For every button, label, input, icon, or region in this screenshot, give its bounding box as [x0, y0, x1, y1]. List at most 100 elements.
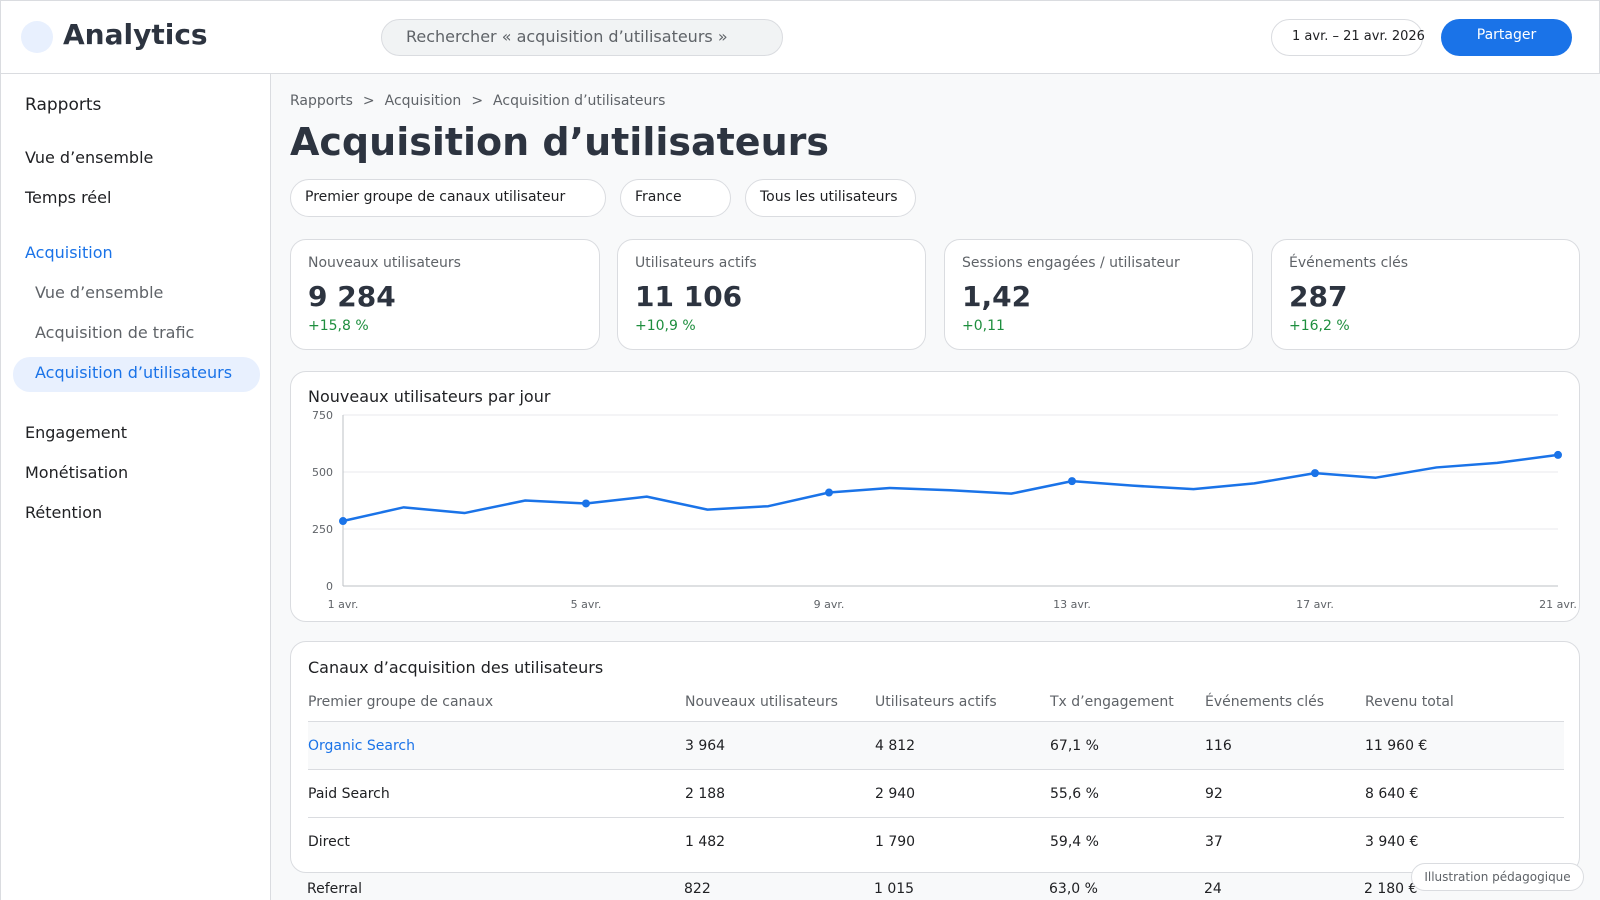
- sidebar-item-overview[interactable]: Vue d’ensemble: [25, 148, 154, 167]
- data-point: [1554, 450, 1562, 459]
- x-tick-label: 5 avr.: [571, 598, 602, 611]
- y-tick-label: 750: [312, 409, 333, 422]
- filter-channel-group[interactable]: Premier groupe de canaux utilisateur: [290, 179, 606, 217]
- header-divider: [308, 721, 1564, 722]
- kpi-delta: +15,8 %: [308, 318, 369, 334]
- x-tick-label: 13 avr.: [1053, 598, 1091, 611]
- column-header[interactable]: Premier groupe de canaux: [308, 694, 494, 710]
- column-header[interactable]: Nouveaux utilisateurs: [685, 694, 838, 710]
- table-cell: 11 960 €: [1365, 738, 1428, 754]
- table-cell: 2 188: [685, 786, 726, 802]
- kpi-card-new-users[interactable]: Nouveaux utilisateurs 9 284 +15,8 %: [290, 239, 600, 350]
- table-cell: 3 940 €: [1365, 834, 1419, 850]
- sidebar-item-realtime[interactable]: Temps réel: [25, 188, 112, 207]
- sidebar-subitem-traffic-acquisition[interactable]: Acquisition de trafic: [35, 323, 195, 342]
- table-cell-channel[interactable]: Direct: [308, 834, 350, 850]
- table-title: Canaux d’acquisition des utilisateurs: [308, 658, 604, 677]
- table-cell-channel[interactable]: Paid Search: [308, 786, 390, 802]
- kpi-value: 287: [1289, 280, 1348, 313]
- illustration-note-badge: Illustration pédagogique: [1411, 863, 1584, 891]
- sidebar-selected-highlight: [13, 357, 260, 392]
- breadcrumb-separator: >: [471, 93, 484, 109]
- y-tick-label: 500: [312, 466, 333, 479]
- search-input[interactable]: Rechercher « acquisition d’utilisateurs …: [381, 19, 783, 56]
- table-cell: 24: [1204, 881, 1222, 897]
- x-tick-label: 9 avr.: [814, 598, 845, 611]
- kpi-card-engaged-sessions[interactable]: Sessions engagées / utilisateur 1,42 +0,…: [944, 239, 1253, 350]
- kpi-label: Utilisateurs actifs: [635, 255, 757, 271]
- kpi-label: Événements clés: [1289, 255, 1409, 271]
- data-point: [825, 488, 833, 497]
- data-point: [582, 499, 590, 508]
- filter-country[interactable]: France: [620, 179, 731, 217]
- x-tick-label: 17 avr.: [1296, 598, 1334, 611]
- sidebar: Rapports Vue d’ensemble Temps réel Acqui…: [0, 74, 271, 900]
- column-header[interactable]: Revenu total: [1365, 694, 1454, 710]
- sidebar-item-retention[interactable]: Rétention: [25, 503, 103, 522]
- kpi-delta: +0,11: [962, 318, 1005, 334]
- data-point: [1311, 469, 1319, 478]
- channels-table-card: Canaux d’acquisition des utilisateurs Pr…: [290, 641, 1580, 873]
- table-cell: 1 790: [875, 834, 916, 850]
- kpi-delta: +10,9 %: [635, 318, 696, 334]
- date-range-picker[interactable]: 1 avr. – 21 avr. 2026: [1271, 19, 1425, 56]
- y-tick-label: 0: [326, 580, 333, 593]
- kpi-label: Nouveaux utilisateurs: [308, 255, 461, 271]
- breadcrumb-item[interactable]: Rapports: [290, 93, 353, 109]
- breadcrumb-separator: >: [362, 93, 375, 109]
- column-header[interactable]: Tx d’engagement: [1050, 694, 1174, 710]
- row-divider: [308, 769, 1564, 770]
- table-cell: 116: [1205, 738, 1232, 754]
- table-cell-channel[interactable]: Organic Search: [308, 738, 416, 754]
- column-header[interactable]: Événements clés: [1205, 694, 1325, 710]
- table-cell: 822: [684, 881, 711, 897]
- analytics-logo-icon: [21, 21, 53, 53]
- x-tick-label: 1 avr.: [328, 598, 359, 611]
- series-line: [342, 453, 1559, 523]
- kpi-value: 11 106: [635, 280, 743, 313]
- kpi-value: 1,42: [962, 280, 1032, 313]
- table-cell: 2 940: [875, 786, 916, 802]
- sidebar-heading-rapports: Rapports: [25, 95, 102, 115]
- page-title: Acquisition d’utilisateurs: [290, 120, 829, 164]
- line-chart: 0 250 500 750 1 avr. 5 avr. 9 avr. 13 avr. 17 av…: [312, 409, 1577, 611]
- table-cell: 37: [1205, 834, 1223, 850]
- sidebar-item-monetisation[interactable]: Monétisation: [25, 463, 129, 482]
- sidebar-subitem-user-acquisition[interactable]: Acquisition d’utilisateurs: [35, 363, 233, 382]
- breadcrumb: Rapports > Acquisition > Acquisition d’utili…: [290, 93, 665, 109]
- table-cell: 63,0 %: [1049, 881, 1098, 897]
- y-tick-label: 250: [312, 523, 333, 536]
- table-cell: 2 180 €: [1364, 881, 1418, 897]
- share-button[interactable]: Partager: [1441, 19, 1572, 56]
- table-row-highlight: [308, 722, 1564, 769]
- sidebar-item-acquisition[interactable]: Acquisition: [25, 243, 113, 262]
- data-point: [339, 517, 347, 526]
- kpi-card-key-events[interactable]: Événements clés 287 +16,2 %: [1271, 239, 1580, 350]
- table-cell-channel[interactable]: Referral: [307, 881, 362, 897]
- row-divider: [308, 817, 1564, 818]
- sidebar-item-engagement[interactable]: Engagement: [25, 423, 128, 442]
- app-title: Analytics: [63, 18, 208, 51]
- kpi-value: 9 284: [308, 280, 396, 313]
- filter-audience[interactable]: Tous les utilisateurs: [745, 179, 916, 217]
- table-cell: 55,6 %: [1050, 786, 1099, 802]
- breadcrumb-item[interactable]: Acquisition: [384, 93, 462, 109]
- breadcrumb-current: Acquisition d’utilisateurs: [493, 93, 666, 109]
- sidebar-subitem-acquisition-overview[interactable]: Vue d’ensemble: [35, 283, 164, 302]
- data-point: [1068, 477, 1076, 486]
- table-cell: 1 482: [685, 834, 726, 850]
- table-cell: 3 964: [685, 738, 726, 754]
- kpi-label: Sessions engagées / utilisateur: [962, 255, 1180, 271]
- kpi-delta: +16,2 %: [1289, 318, 1350, 334]
- table-cell: 8 640 €: [1365, 786, 1419, 802]
- new-users-chart-card: Nouveaux utilisateurs par jour 0 250 500 75…: [290, 371, 1580, 622]
- table-cell: 67,1 %: [1050, 738, 1099, 754]
- column-header[interactable]: Utilisateurs actifs: [875, 694, 997, 710]
- table-cell: 1 015: [874, 881, 915, 897]
- table-cell: 92: [1205, 786, 1223, 802]
- top-app-bar: Analytics Rechercher « acquisition d’uti…: [0, 0, 1600, 74]
- x-tick-label: 21 avr.: [1539, 598, 1577, 611]
- table-cell: 59,4 %: [1050, 834, 1099, 850]
- kpi-card-active-users[interactable]: Utilisateurs actifs 11 106 +10,9 %: [617, 239, 926, 350]
- chart-title: Nouveaux utilisateurs par jour: [308, 387, 551, 406]
